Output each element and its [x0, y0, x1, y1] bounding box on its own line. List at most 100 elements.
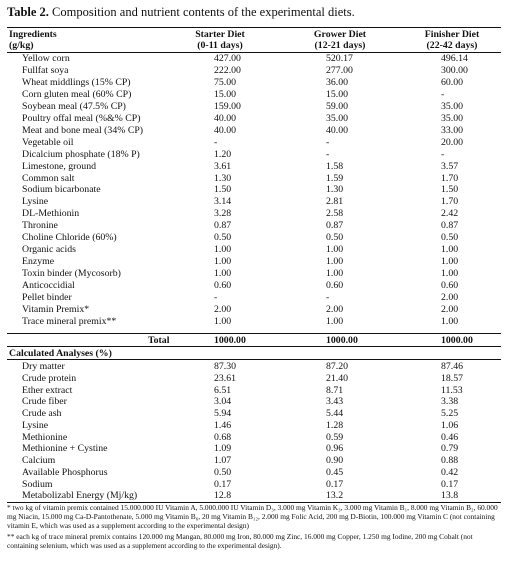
analyses-title: Calculated Analyses (%): [9, 348, 112, 359]
analysis-row: Lysine 1.46 1.28 1.06: [0, 420, 508, 431]
ingredient-row: Wheat middlings (15% CP) 75.00 36.00 60.00: [0, 77, 508, 88]
ingredient-finisher: 0.87: [441, 220, 459, 232]
ingredient-starter: 40.00: [214, 112, 237, 124]
ingredient-starter: 1.00: [214, 244, 232, 256]
ingredient-label: Toxin binder (Mycosorb): [22, 268, 121, 280]
analysis-row: Methionine + Cystine 1.09 0.96 0.79: [0, 443, 508, 454]
ingredient-starter: 1.50: [214, 184, 232, 196]
analysis-starter: 12.8: [214, 490, 232, 502]
ingredient-row: Anticoccidial 0.60 0.60 0.60: [0, 280, 508, 291]
analysis-label: Dry matter: [22, 361, 65, 372]
ingredient-finisher: 1.70: [441, 172, 459, 184]
analysis-row: Methionine 0.68 0.59 0.46: [0, 432, 508, 443]
ingredient-starter: 75.00: [214, 76, 237, 88]
analysis-grower: 0.96: [326, 443, 344, 455]
analysis-grower: 3.43: [326, 396, 344, 408]
ingredient-row: Thronine 0.87 0.87 0.87: [0, 220, 508, 231]
ingredient-grower: 0.87: [326, 220, 344, 232]
analysis-grower: 0.90: [326, 455, 344, 466]
analysis-grower: 87.20: [326, 361, 349, 372]
ingredient-label: Soybean meal (47.5% CP): [22, 100, 126, 112]
ingredient-finisher: 1.00: [441, 315, 459, 327]
analysis-label: Methionine: [22, 431, 68, 443]
ingredient-row: Soybean meal (47.5% CP) 159.00 59.00 35.00: [0, 101, 508, 112]
analysis-row: Metabolizabl Energy (Mj/kg) 12.8 13.2 13.8: [0, 490, 508, 501]
ingredient-label: Sodium bicarbonate: [22, 184, 101, 196]
ingredient-starter: -: [214, 292, 218, 303]
analysis-label: Metabolizabl Energy (Mj/kg): [22, 490, 138, 502]
ingredient-starter: 15.00: [214, 88, 237, 100]
analysis-starter: 0.50: [214, 466, 232, 478]
ingredient-grower: 1.58: [326, 160, 344, 172]
analysis-row: Sodium 0.17 0.17 0.17: [0, 479, 508, 490]
analysis-finisher: 18.57: [441, 372, 464, 384]
ingredient-finisher: 300.00: [441, 64, 468, 76]
header-grower: Grower Diet: [313, 29, 367, 40]
analysis-grower: 5.44: [326, 408, 344, 419]
ingredient-starter: 222.00: [214, 64, 241, 76]
ingredient-starter: 1.00: [214, 256, 232, 268]
total-row: Total 1000.00 1000.00 1000.00: [0, 335, 508, 346]
caption-label: Table 2.: [7, 5, 49, 19]
ingredient-label: Enzyme: [22, 256, 55, 268]
ingredient-starter: 0.50: [214, 232, 232, 244]
ingredient-label: Trace mineral premix**: [22, 315, 117, 327]
ingredient-grower: 2.81: [326, 196, 344, 208]
header-finisher: Finisher Diet: [424, 29, 480, 40]
ingredient-row: Dicalcium phosphate (18% P) 1.20 - -: [0, 149, 508, 160]
analysis-label: Crude fiber: [22, 396, 67, 408]
ingredient-row: Vitamin Premix* 2.00 2.00 2.00: [0, 304, 508, 315]
analysis-row: Ether extract 6.51 8.71 11.53: [0, 385, 508, 396]
ingredient-row: Organic acids 1.00 1.00 1.00: [0, 244, 508, 255]
ingredient-label: Yellow corn: [22, 53, 70, 64]
analysis-grower: 13.2: [326, 490, 344, 502]
ingredient-row: DL-Methionin 3.28 2.58 2.42: [0, 208, 508, 219]
analysis-label: Crude ash: [22, 408, 62, 419]
table-caption: Table 2. Composition and nutrient conten…: [7, 5, 355, 20]
ingredient-grower: 35.00: [326, 112, 349, 124]
ingredient-finisher: 1.00: [441, 268, 459, 280]
ingredient-finisher: 1.00: [441, 256, 459, 268]
analysis-row: Calcium 1.07 0.90 0.88: [0, 455, 508, 466]
ingredient-starter: 2.00: [214, 303, 232, 315]
analysis-label: Methionine + Cystine: [22, 443, 108, 455]
analysis-grower: 21.40: [326, 372, 349, 384]
ingredient-finisher: 33.00: [441, 124, 464, 136]
analysis-finisher: 1.06: [441, 419, 459, 431]
caption-text: Composition and nutrient contents of the…: [48, 5, 355, 19]
analysis-starter: 87.30: [214, 361, 237, 372]
ingredient-row: Meat and bone meal (34% CP) 40.00 40.00 33.…: [0, 125, 508, 136]
ingredient-finisher: -: [441, 148, 445, 160]
footnote-mineral: ** each kg of trace mineral premix conta…: [7, 532, 473, 550]
analysis-row: Crude ash 5.94 5.44 5.25: [0, 408, 508, 419]
analysis-row: Crude fiber 3.04 3.43 3.38: [0, 396, 508, 407]
ingredient-finisher: 2.00: [441, 303, 459, 315]
ingredient-starter: 3.61: [214, 160, 232, 172]
analysis-finisher: 0.88: [441, 455, 459, 466]
analysis-label: Available Phosphorus: [22, 466, 108, 478]
total-rule-top: [7, 333, 501, 334]
ingredient-starter: 427.00: [214, 53, 241, 64]
ingredient-row: Poultry offal meal (%&% CP) 40.00 35.00 35.…: [0, 113, 508, 124]
ingredient-starter: 3.28: [214, 208, 232, 220]
analysis-starter: 6.51: [214, 384, 232, 396]
ingredient-finisher: 0.60: [441, 280, 459, 292]
ingredient-finisher: 3.57: [441, 160, 459, 172]
analysis-grower: 0.17: [326, 478, 344, 490]
analysis-label: Ether extract: [22, 384, 73, 396]
ingredient-grower: 36.00: [326, 76, 349, 88]
analysis-starter: 0.68: [214, 431, 232, 443]
analyses-rule: [7, 359, 501, 360]
ingredient-grower: 277.00: [326, 64, 353, 76]
ingredient-grower: 1.59: [326, 172, 344, 184]
ingredient-label: Poultry offal meal (%&% CP): [22, 112, 141, 124]
ingredient-label: Meat and bone meal (34% CP): [22, 124, 144, 136]
ingredient-grower: -: [326, 292, 330, 303]
analysis-grower: 1.28: [326, 419, 344, 431]
total-grower: 1000.00: [326, 335, 358, 346]
ingredient-grower: 1.00: [326, 315, 344, 327]
analysis-grower: 8.71: [326, 384, 344, 396]
ingredient-finisher: 35.00: [441, 100, 464, 112]
ingredient-grower: 1.30: [326, 184, 344, 196]
